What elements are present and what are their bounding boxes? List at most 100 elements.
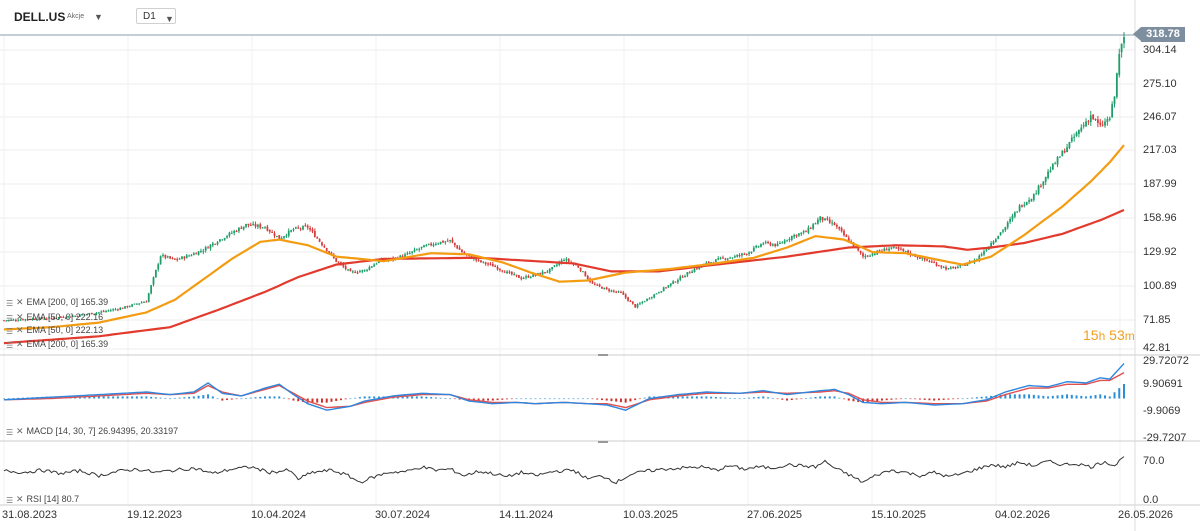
candle-body bbox=[67, 316, 69, 318]
candle-body bbox=[1070, 137, 1073, 142]
macd-histogram-bar bbox=[292, 398, 295, 401]
candle-body bbox=[743, 253, 746, 255]
remove-icon[interactable]: ✕ bbox=[16, 494, 24, 504]
candle-body bbox=[62, 316, 65, 318]
remove-icon[interactable]: ✕ bbox=[16, 426, 24, 436]
candle-body bbox=[223, 238, 226, 240]
candle-body bbox=[347, 269, 349, 271]
candle-body bbox=[313, 231, 316, 238]
candle-body bbox=[622, 292, 625, 295]
candle-body bbox=[480, 260, 482, 263]
candle-body bbox=[814, 223, 817, 225]
candle-body bbox=[321, 242, 323, 246]
candle-body bbox=[17, 320, 20, 322]
timeframe-chevron-icon[interactable]: ▼ bbox=[165, 14, 174, 24]
settings-lines-icon[interactable]: ☰ bbox=[6, 496, 14, 505]
candle-body bbox=[1051, 163, 1054, 170]
macd-histogram-bar bbox=[349, 398, 352, 400]
symbol-name[interactable]: DELL.US bbox=[14, 10, 66, 24]
candle-body bbox=[449, 239, 452, 241]
macd-histogram-bar bbox=[377, 396, 380, 399]
candle-body bbox=[869, 255, 872, 257]
candle-body bbox=[885, 249, 888, 251]
candle-body bbox=[294, 227, 297, 229]
settings-lines-icon[interactable]: ☰ bbox=[6, 341, 14, 350]
pane-resize-handle[interactable] bbox=[598, 441, 608, 443]
macd-histogram-bar bbox=[135, 396, 138, 399]
candle-body bbox=[648, 298, 651, 300]
remove-icon[interactable]: ✕ bbox=[16, 297, 24, 307]
legend-label: RSI [14] 80.7 bbox=[26, 494, 80, 504]
timeframe-select[interactable]: D1 ▼ bbox=[136, 8, 176, 24]
remove-icon[interactable]: ✕ bbox=[16, 312, 24, 322]
candle-body bbox=[895, 247, 898, 249]
y-tick: 187.99 bbox=[1143, 178, 1177, 190]
candle-body bbox=[356, 272, 359, 274]
candle-body bbox=[112, 309, 115, 311]
candle-body bbox=[1115, 73, 1118, 98]
macd-histogram-bar bbox=[1004, 394, 1007, 399]
remove-icon[interactable]: ✕ bbox=[16, 325, 24, 335]
candle-body bbox=[271, 231, 274, 233]
candle-body bbox=[653, 294, 656, 298]
macd-histogram-bar bbox=[596, 398, 599, 400]
candle-body bbox=[676, 280, 679, 283]
macd-histogram-bar bbox=[1056, 395, 1059, 399]
candle-body bbox=[1042, 181, 1045, 186]
candle-body bbox=[437, 243, 440, 245]
candle-body bbox=[752, 247, 755, 252]
settings-lines-icon[interactable]: ☰ bbox=[6, 314, 14, 323]
candle-body bbox=[86, 314, 88, 316]
candle-body bbox=[24, 319, 27, 321]
settings-lines-icon[interactable]: ☰ bbox=[6, 428, 14, 437]
settings-lines-icon[interactable]: ☰ bbox=[6, 327, 14, 336]
candle-body bbox=[1002, 230, 1004, 232]
candle-body bbox=[164, 254, 167, 258]
symbol-dropdown-chevron-icon[interactable]: ▼ bbox=[94, 12, 103, 22]
candle-body bbox=[162, 254, 164, 256]
candle-body bbox=[1073, 136, 1076, 138]
candle-body bbox=[800, 232, 803, 235]
candle-body bbox=[591, 281, 594, 284]
macd-histogram-bar bbox=[942, 398, 945, 400]
candle-body bbox=[601, 286, 603, 289]
x-tick: 27.06.2025 bbox=[747, 509, 803, 521]
macd-histogram-bar bbox=[93, 396, 96, 399]
macd-histogram-bar bbox=[21, 397, 24, 399]
candle-body bbox=[273, 233, 276, 236]
macd-histogram-bar bbox=[226, 398, 229, 401]
candle-body bbox=[807, 227, 810, 233]
macd-histogram-bar bbox=[506, 398, 509, 400]
remove-icon[interactable]: ✕ bbox=[16, 339, 24, 349]
candle-body bbox=[726, 258, 729, 260]
macd-histogram-bar bbox=[1089, 395, 1092, 399]
candle-body bbox=[204, 247, 207, 251]
macd-histogram-bar bbox=[472, 398, 475, 401]
candle-body bbox=[1068, 141, 1071, 148]
last-price-tag: 318.78 bbox=[1141, 27, 1185, 42]
candle-body bbox=[857, 247, 860, 251]
candle-body bbox=[55, 317, 58, 319]
candle-body bbox=[7, 319, 10, 321]
candle-body bbox=[919, 257, 921, 259]
macd-y-tick: -29.7207 bbox=[1143, 432, 1187, 444]
candle-body bbox=[707, 261, 710, 264]
candle-body bbox=[114, 309, 117, 311]
candle-body bbox=[375, 263, 378, 265]
macd-histogram-bar bbox=[235, 398, 238, 400]
candle-body bbox=[247, 223, 250, 226]
candle-body bbox=[370, 266, 373, 268]
candle-body bbox=[451, 239, 454, 243]
candle-body bbox=[624, 294, 627, 298]
settings-lines-icon[interactable]: ☰ bbox=[6, 299, 14, 308]
macd-histogram-bar bbox=[3, 398, 5, 400]
pane-resize-handle[interactable] bbox=[598, 354, 608, 356]
macd-histogram-bar bbox=[430, 397, 433, 399]
candle-body bbox=[828, 219, 831, 223]
macd-histogram-bar bbox=[681, 396, 684, 399]
candle-body bbox=[1120, 43, 1123, 53]
macd-histogram-bar bbox=[1042, 395, 1045, 399]
candle-body bbox=[183, 256, 186, 259]
